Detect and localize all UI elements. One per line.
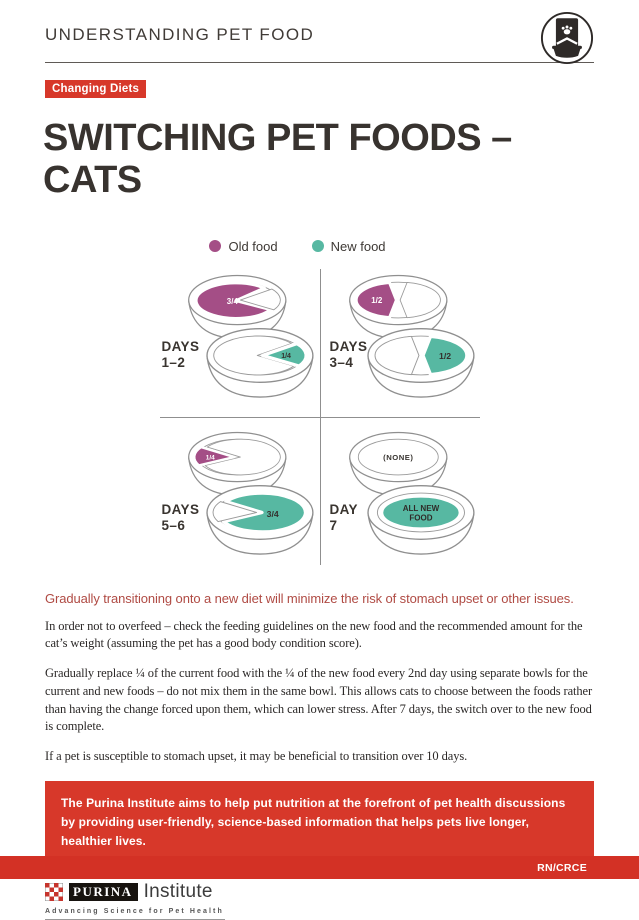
old-fraction-label: 1/2: [371, 296, 383, 305]
day-label-1-2: DAYS 1–2: [161, 338, 200, 370]
old-fraction-label: (NONE): [383, 453, 413, 462]
quadrant-days-3-4: 1/2 1/2 DAYS 3–4: [319, 268, 480, 417]
pet-food-bag-icon: [540, 11, 594, 65]
institute-wordmark: Institute: [143, 881, 213, 903]
page-title: SWITCHING PET FOODS – CATS: [43, 117, 512, 201]
logo-row: PURINA Institute: [45, 881, 225, 903]
purina-wordmark: PURINA: [69, 883, 138, 902]
bowls-days-3-4: 1/2 1/2: [348, 274, 475, 398]
new-food-bowl: 3/4: [205, 484, 314, 555]
day-label-5-6: DAYS 5–6: [161, 501, 200, 533]
new-fraction-label-line2: FOOD: [409, 513, 432, 522]
new-food-dot-icon: [311, 240, 324, 253]
legend-item-new-food: New food: [311, 238, 386, 254]
quadrant-days-5-6: 1/4 3/4 DAYS 5–6: [159, 416, 320, 565]
day-label-7: DAY 7: [329, 501, 358, 533]
new-fraction-label: 1/4: [281, 353, 291, 360]
bowls-days-5-6: 1/4 3/4: [187, 431, 314, 555]
transition-note: Gradually transitioning onto a new diet …: [45, 590, 574, 606]
old-fraction-label: 1/4: [205, 454, 214, 461]
page-header: UNDERSTANDING PET FOOD: [45, 0, 594, 65]
old-food-bowl: 1/4: [187, 431, 286, 496]
purina-institute-callout: The Purina Institute aims to help put nu…: [45, 780, 594, 865]
new-fraction-label: 1/2: [439, 350, 451, 360]
paragraph-susceptible: If a pet is susceptible to stomach upset…: [45, 749, 468, 764]
purina-checkerboard-icon: [45, 883, 63, 902]
quadrant-day-7: (NONE) ALL NEW FOOD DAY 7: [319, 416, 480, 565]
new-food-bowl: 1/2: [366, 327, 475, 398]
header-title: UNDERSTANDING PET FOOD: [45, 25, 315, 44]
old-food-bowl: 3/4: [187, 274, 286, 339]
new-food-bowl: 1/4: [205, 327, 314, 398]
old-fraction-label: 3/4: [226, 296, 238, 305]
transition-diagram: 3/4 1/4 DAYS 1–2 1/2: [159, 268, 480, 565]
quadrant-days-1-2: 3/4 1/4 DAYS 1–2: [160, 269, 320, 417]
footer-bar: RN/CRCE: [0, 856, 639, 879]
legend-old-label: Old food: [228, 238, 278, 254]
old-food-dot-icon: [209, 240, 222, 253]
new-fraction-label-line1: ALL NEW: [402, 504, 439, 513]
category-badge: Changing Diets: [45, 80, 147, 98]
legend-item-old-food: Old food: [209, 238, 278, 254]
old-food-bowl: 1/2: [348, 274, 447, 339]
day-label-3-4: DAYS 3–4: [329, 338, 368, 370]
bowls-days-1-2: 3/4 1/4: [187, 274, 314, 398]
paragraph-replace: Gradually replace ¼ of the current food …: [45, 666, 593, 734]
body-text: In order not to overfeed – check the fee…: [0, 618, 639, 766]
old-food-bowl-empty: (NONE): [348, 431, 447, 496]
purina-institute-logo: PURINA Institute Advancing Science for P…: [45, 881, 225, 920]
logo-tagline: Advancing Science for Pet Health: [45, 908, 225, 920]
new-fraction-label: 3/4: [266, 509, 278, 519]
legend: Old food New food: [0, 239, 617, 254]
footer-code: RN/CRCE: [537, 861, 587, 874]
bowls-day-7: (NONE) ALL NEW FOOD: [348, 431, 475, 555]
paragraph-overfeed: In order not to overfeed – check the fee…: [45, 618, 583, 651]
new-food-bowl-full: ALL NEW FOOD: [366, 484, 475, 555]
legend-new-label: New food: [330, 238, 386, 254]
